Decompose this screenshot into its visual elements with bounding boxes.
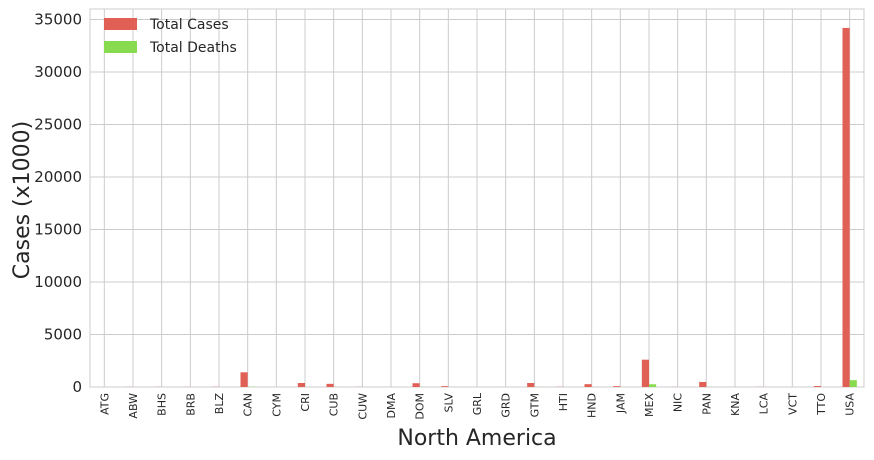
x-axis-label: North America (397, 426, 556, 451)
x-tick-label: GRD (500, 393, 513, 418)
x-tick-label: TTO (815, 393, 828, 416)
y-tick-label: 10000 (34, 273, 82, 291)
y-axis-label: Cases (x1000) (10, 121, 35, 279)
plot-area (89, 8, 865, 388)
y-tick-label: 30000 (34, 63, 82, 81)
x-tick-label: CYM (270, 393, 283, 417)
bar-total-cases-slv (441, 386, 449, 387)
bar-total-cases-usa (842, 27, 850, 388)
bar-total-deaths-usa (849, 380, 857, 387)
y-tick-label: 20000 (34, 168, 82, 186)
bars (97, 27, 857, 388)
x-tick-label: DOM (414, 393, 427, 420)
y-tick-label: 0 (72, 378, 82, 396)
bar-total-cases-can (240, 372, 248, 387)
y-tick-label: 35000 (34, 11, 82, 29)
x-tick-label: BLZ (213, 393, 226, 415)
bar-total-cases-hnd (584, 384, 592, 387)
y-tick-label: 5000 (44, 326, 82, 344)
x-tick-label: GRL (471, 392, 484, 415)
bar-total-cases-tto (813, 386, 821, 387)
x-tick-label: NIC (672, 393, 685, 412)
legend-swatch-total-deaths (104, 41, 137, 53)
x-tick-label: KNA (729, 393, 742, 416)
x-axis-ticks: ATG ABW BHS BRB BLZ CAN CYM CRI CUB CUW DMA DOM SLV G… (98, 392, 856, 419)
bar-total-cases-mex (641, 359, 649, 387)
x-tick-label: JAM (614, 393, 627, 414)
x-tick-label: USA (844, 393, 857, 416)
gridlines (90, 9, 864, 388)
x-tick-label: CRI (299, 393, 312, 412)
bar-total-cases-jam (613, 386, 621, 387)
bar-total-cases-gtm (527, 383, 535, 387)
bar-total-cases-cub (326, 383, 334, 387)
x-tick-label: MEX (643, 393, 656, 417)
legend-label-total-deaths: Total Deaths (149, 40, 237, 56)
x-tick-label: BRB (184, 393, 197, 416)
x-tick-label: PAN (700, 393, 713, 415)
bar-total-deaths-mex (649, 384, 657, 387)
x-tick-label: ATG (98, 393, 111, 415)
y-tick-label: 15000 (34, 221, 82, 239)
x-tick-label: SLV (442, 393, 455, 413)
bar-total-cases-pan (699, 381, 707, 387)
legend-swatch-total-cases (104, 18, 137, 30)
x-tick-label: CAN (242, 393, 255, 416)
x-tick-label: ABW (127, 393, 140, 419)
x-tick-label: DMA (385, 393, 398, 419)
x-tick-label: CUB (328, 393, 341, 416)
x-tick-label: GTM (528, 393, 541, 417)
legend: Total Cases Total Deaths (104, 17, 237, 56)
bar-total-cases-cri (297, 383, 305, 387)
x-tick-label: BHS (156, 393, 169, 416)
y-axis-ticks: 0 5000 10000 15000 20000 25000 30000 35000 (34, 11, 82, 397)
x-tick-label: HND (586, 393, 599, 418)
x-tick-label: LCA (758, 393, 771, 415)
x-tick-label: VCT (786, 393, 799, 415)
x-tick-label: CUW (356, 393, 369, 420)
x-tick-label: HTI (557, 393, 570, 411)
bar-total-cases-dom (412, 383, 420, 387)
legend-label-total-cases: Total Cases (149, 17, 229, 33)
y-tick-label: 25000 (34, 116, 82, 134)
